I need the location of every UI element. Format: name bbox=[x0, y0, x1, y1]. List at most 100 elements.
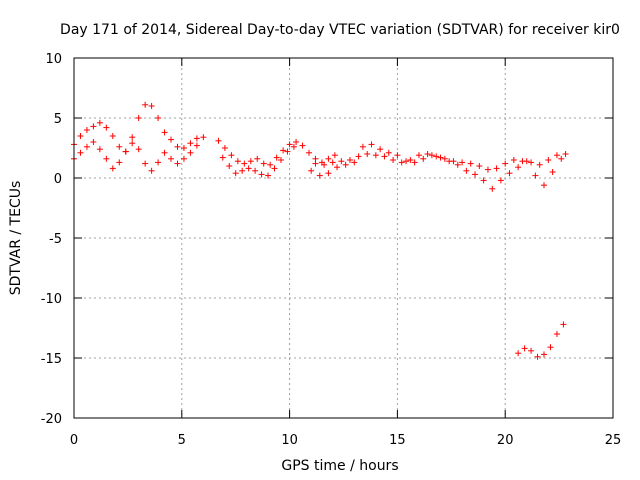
data-point bbox=[510, 157, 517, 163]
data-point bbox=[506, 170, 513, 177]
y-tick-label: 5 bbox=[54, 112, 62, 127]
data-point bbox=[77, 133, 84, 139]
data-point bbox=[463, 167, 470, 174]
data-point bbox=[441, 155, 448, 162]
axis-layer bbox=[73, 57, 614, 419]
data-point bbox=[271, 165, 278, 172]
data-point bbox=[562, 151, 569, 157]
data-point bbox=[437, 154, 444, 161]
data-point bbox=[116, 159, 123, 166]
data-point bbox=[528, 347, 535, 354]
data-point bbox=[381, 153, 388, 160]
data-point bbox=[155, 115, 162, 121]
data-point bbox=[547, 344, 554, 351]
data-point bbox=[219, 154, 226, 161]
data-point bbox=[200, 134, 207, 141]
data-point bbox=[142, 101, 149, 108]
data-point bbox=[521, 345, 528, 352]
data-point bbox=[351, 159, 358, 166]
data-point bbox=[364, 151, 371, 157]
tick-layer: 0 5 10 15 20 25 -20 -15 -10 -5 0 5 10 bbox=[41, 52, 622, 448]
data-point bbox=[228, 152, 235, 159]
data-point bbox=[96, 119, 103, 126]
data-point bbox=[180, 145, 187, 151]
data-point bbox=[346, 157, 353, 163]
data-point bbox=[545, 157, 552, 163]
data-point bbox=[252, 167, 259, 174]
data-point bbox=[135, 146, 142, 153]
data-point bbox=[96, 146, 103, 153]
data-point bbox=[187, 140, 194, 147]
data-point bbox=[161, 149, 168, 156]
data-point bbox=[83, 143, 90, 150]
data-point bbox=[433, 153, 440, 160]
x-tick-label: 15 bbox=[389, 433, 406, 448]
data-point bbox=[355, 153, 362, 160]
data-point bbox=[122, 148, 129, 155]
data-point bbox=[234, 158, 241, 165]
data-point bbox=[407, 157, 414, 163]
data-point bbox=[90, 139, 97, 145]
data-point bbox=[446, 158, 453, 165]
y-axis-label: SDTVAR / TECUs bbox=[8, 181, 24, 296]
data-point bbox=[454, 161, 461, 168]
data-point bbox=[329, 159, 336, 166]
data-point bbox=[515, 164, 522, 171]
data-point bbox=[480, 177, 487, 184]
data-point bbox=[316, 172, 323, 179]
data-point bbox=[484, 166, 491, 173]
data-point bbox=[331, 152, 338, 159]
data-point bbox=[403, 158, 410, 165]
data-point bbox=[308, 167, 315, 174]
data-point bbox=[532, 172, 539, 179]
data-point bbox=[280, 147, 287, 154]
data-point bbox=[472, 171, 479, 178]
data-point bbox=[534, 353, 541, 360]
data-point bbox=[497, 177, 504, 184]
data-point bbox=[103, 124, 110, 131]
data-point bbox=[254, 155, 261, 162]
y-tick-label: -10 bbox=[41, 292, 62, 307]
data-point bbox=[467, 160, 474, 167]
data-point bbox=[321, 161, 328, 168]
data-point bbox=[553, 152, 560, 159]
data-point bbox=[428, 152, 435, 159]
data-point bbox=[377, 146, 384, 153]
data-point bbox=[267, 161, 274, 168]
data-point bbox=[290, 143, 297, 150]
y-tick-label: -5 bbox=[49, 232, 62, 247]
data-point bbox=[260, 160, 267, 167]
data-point bbox=[459, 159, 466, 166]
data-point bbox=[528, 159, 535, 166]
x-axis-label: GPS time / hours bbox=[281, 458, 398, 474]
data-point bbox=[424, 151, 431, 157]
data-point bbox=[90, 123, 97, 130]
data-point bbox=[247, 158, 254, 165]
data-point bbox=[390, 157, 397, 163]
data-point bbox=[277, 157, 284, 163]
data-point bbox=[415, 152, 422, 159]
data-point bbox=[142, 160, 149, 167]
data-layer bbox=[71, 101, 569, 360]
data-point bbox=[193, 135, 200, 142]
data-point bbox=[286, 141, 293, 148]
data-point bbox=[359, 143, 366, 150]
data-point bbox=[342, 161, 349, 168]
data-point bbox=[338, 158, 345, 165]
data-point bbox=[168, 136, 175, 143]
data-point bbox=[155, 159, 162, 166]
chart-title: Day 171 of 2014, Sidereal Day-to-day VTE… bbox=[60, 22, 620, 38]
data-point bbox=[187, 149, 194, 156]
x-tick-label: 20 bbox=[497, 433, 514, 448]
data-point bbox=[284, 148, 291, 155]
data-point bbox=[476, 163, 483, 169]
data-point bbox=[116, 143, 123, 150]
data-point bbox=[258, 171, 265, 178]
data-point bbox=[221, 145, 228, 151]
y-tick-label: -15 bbox=[41, 352, 62, 367]
data-point bbox=[560, 321, 567, 328]
data-point bbox=[523, 158, 530, 165]
data-point bbox=[553, 331, 560, 337]
data-point bbox=[502, 160, 509, 167]
